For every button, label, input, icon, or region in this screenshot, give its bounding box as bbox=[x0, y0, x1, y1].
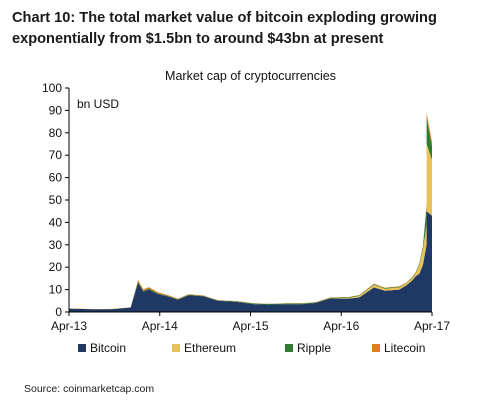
y-tick-label: 80 bbox=[49, 126, 63, 140]
y-tick-label: 20 bbox=[49, 260, 63, 274]
legend-label-ripple: Ripple bbox=[297, 341, 331, 355]
title-line-1: Chart 10: The total market value of bitc… bbox=[12, 10, 437, 26]
y-tick-label: 50 bbox=[49, 193, 63, 207]
series-area-bitcoin bbox=[69, 211, 432, 312]
x-tick-label: Apr-17 bbox=[414, 319, 450, 333]
legend-label-ethereum: Ethereum bbox=[184, 341, 236, 355]
x-tick-label: Apr-13 bbox=[51, 319, 87, 333]
title-line-2: exponentially from $1.5bn to around $43b… bbox=[12, 31, 384, 47]
legend-swatch-bitcoin bbox=[78, 344, 86, 352]
y-tick-label: 90 bbox=[49, 103, 63, 117]
legend-label-bitcoin: Bitcoin bbox=[90, 341, 126, 355]
source-note: Source: coinmarketcap.com bbox=[24, 383, 155, 395]
y-tick-label: 0 bbox=[55, 305, 62, 319]
unit-label: bn USD bbox=[77, 97, 119, 111]
chart-title: Market cap of cryptocurrencies bbox=[165, 69, 336, 83]
series-area-ethereum bbox=[69, 144, 432, 310]
y-tick-label: 40 bbox=[49, 215, 63, 229]
series-area-ripple bbox=[69, 117, 432, 310]
y-tick-label: 100 bbox=[42, 81, 62, 95]
chart-heading: Chart 10: The total market value of bitc… bbox=[12, 8, 490, 50]
y-tick-label: 30 bbox=[49, 238, 63, 252]
legend-label-litecoin: Litecoin bbox=[384, 341, 425, 355]
x-tick-label: Apr-15 bbox=[232, 319, 268, 333]
legend-swatch-ripple bbox=[285, 344, 293, 352]
y-tick-label: 60 bbox=[49, 171, 63, 185]
x-tick-label: Apr-16 bbox=[323, 319, 359, 333]
y-tick-label: 10 bbox=[49, 283, 63, 297]
legend-swatch-ethereum bbox=[172, 344, 180, 352]
series-area-litecoin bbox=[69, 112, 432, 310]
y-tick-label: 70 bbox=[49, 148, 63, 162]
x-tick-label: Apr-14 bbox=[142, 319, 178, 333]
legend-swatch-litecoin bbox=[372, 344, 380, 352]
